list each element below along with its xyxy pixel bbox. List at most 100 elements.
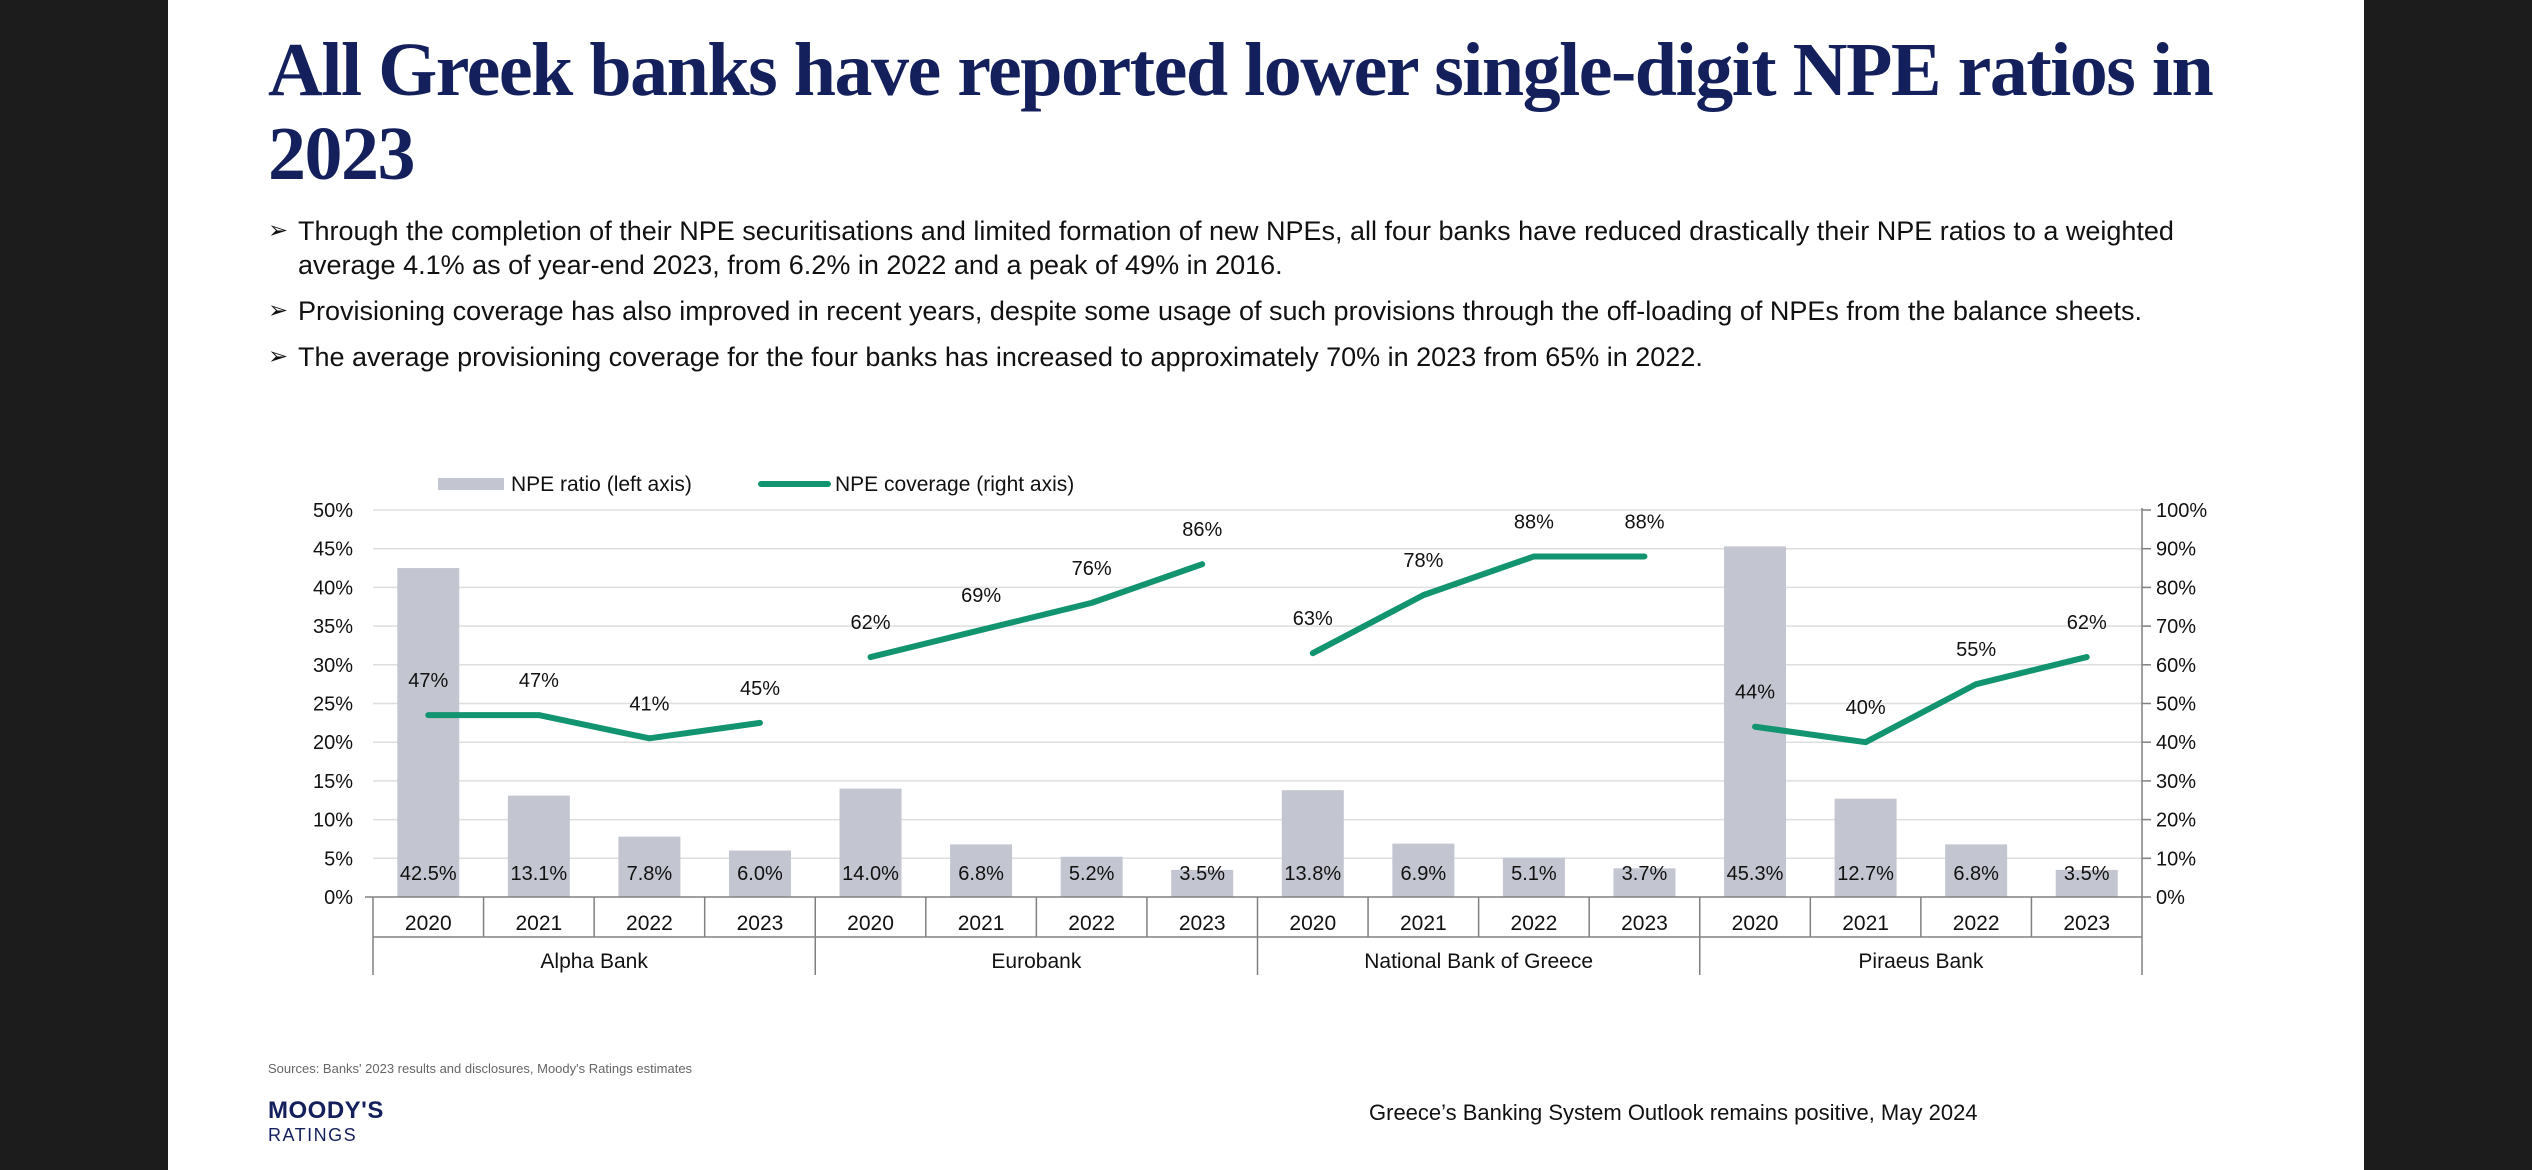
right-axis-tick-label: 90%: [2156, 539, 2196, 561]
npe-coverage-label: 88%: [1624, 511, 1664, 533]
npe-coverage-label: 44%: [1735, 682, 1775, 704]
npe-ratio-bar: [1834, 798, 1897, 897]
npe-ratio-bar: [1502, 857, 1565, 897]
right-axis-tick-label: 40%: [2156, 732, 2196, 754]
bullet-item: ➢ Through the completion of their NPE sec…: [268, 214, 2268, 282]
year-tick-label: 2021: [958, 912, 1005, 935]
year-tick-label: 2020: [405, 912, 452, 935]
left-axis-tick-label: 40%: [313, 577, 353, 599]
npe-ratio-bar: [1945, 844, 2008, 897]
npe-coverage-label: 45%: [740, 678, 780, 700]
footer-title: Greece’s Banking System Outlook remains …: [1369, 1100, 1978, 1125]
npe-coverage-label: 88%: [1514, 511, 1554, 533]
npe-ratio-bar: [618, 836, 681, 897]
npe-ratio-label: 3.5%: [1179, 863, 1225, 885]
npe-coverage-label: 86%: [1182, 519, 1222, 541]
bullet-text: Through the completion of their NPE secu…: [298, 216, 2174, 280]
right-axis-tick-label: 30%: [2156, 771, 2196, 793]
left-axis-tick-label: 20%: [313, 732, 353, 754]
legend-bar-label: NPE ratio (left axis): [511, 473, 692, 496]
npe-coverage-label: 62%: [851, 612, 891, 634]
npe-coverage-label: 69%: [961, 585, 1001, 607]
arrow-bullet-icon: ➢: [268, 343, 289, 370]
bank-group-label: National Bank of Greece: [1364, 950, 1593, 973]
npe-ratio-bar: [1060, 856, 1123, 897]
year-tick-label: 2023: [737, 912, 784, 935]
npe-ratio-label: 3.5%: [2064, 863, 2110, 885]
left-axis-tick-label: 0%: [324, 887, 353, 909]
year-tick-label: 2023: [2063, 912, 2110, 935]
npe-ratio-bar: [1724, 546, 1787, 897]
npe-ratio-label: 42.5%: [400, 863, 457, 885]
bullet-item: ➢ The average provisioning coverage for t…: [268, 340, 2268, 374]
slide: All Greek banks have reported lower sing…: [168, 0, 2364, 1170]
npe-coverage-label: 63%: [1293, 608, 1333, 630]
right-axis-tick-label: 100%: [2156, 500, 2207, 522]
year-tick-label: 2021: [1842, 912, 1889, 935]
bullet-text: Provisioning coverage has also improved …: [298, 296, 2143, 326]
npe-ratio-label: 6.9%: [1401, 863, 1447, 885]
logo-subtitle: RATINGS: [268, 1125, 358, 1145]
npe-coverage-label: 62%: [2067, 612, 2107, 634]
npe-ratio-bar: [950, 844, 1013, 897]
legend-bar-swatch: [438, 478, 504, 490]
arrow-bullet-icon: ➢: [268, 217, 289, 244]
year-tick-label: 2020: [1732, 912, 1779, 935]
left-axis-tick-label: 35%: [313, 616, 353, 638]
npe-ratio-bar: [507, 795, 570, 897]
year-tick-label: 2020: [1289, 912, 1336, 935]
arrow-bullet-icon: ➢: [268, 297, 289, 324]
npe-ratio-label: 3.7%: [1622, 863, 1668, 885]
left-axis-tick-label: 5%: [324, 848, 353, 870]
bullet-item: ➢ Provisioning coverage has also improved…: [268, 294, 2268, 328]
npe-ratio-label: 45.3%: [1727, 863, 1784, 885]
left-axis-tick-label: 30%: [313, 655, 353, 677]
year-tick-label: 2022: [1511, 912, 1558, 935]
year-tick-label: 2020: [847, 912, 894, 935]
npe-ratio-label: 5.1%: [1511, 863, 1557, 885]
npe-ratio-label: 12.7%: [1837, 863, 1894, 885]
npe-ratio-bar: [728, 850, 791, 897]
npe-ratio-label: 7.8%: [627, 863, 673, 885]
bank-group-label: Alpha Bank: [540, 950, 648, 973]
left-axis-tick-label: 50%: [313, 500, 353, 522]
bank-group-label: Eurobank: [991, 950, 1081, 973]
npe-ratio-bar: [1281, 790, 1344, 897]
npe-coverage-label: 78%: [1403, 550, 1443, 572]
page-title: All Greek banks have reported lower sing…: [268, 28, 2214, 196]
bank-group-label: Piraeus Bank: [1858, 950, 1983, 973]
year-tick-label: 2022: [1068, 912, 1115, 935]
legend-line-label: NPE coverage (right axis): [835, 473, 1074, 496]
npe-coverage-line: [1752, 654, 2090, 746]
npe-coverage-label: 41%: [629, 693, 669, 715]
year-tick-label: 2021: [1400, 912, 1447, 935]
bullet-text: The average provisioning coverage for th…: [298, 342, 1703, 372]
npe-ratio-label: 6.8%: [1953, 863, 1999, 885]
right-axis-tick-label: 20%: [2156, 810, 2196, 832]
right-axis-tick-label: 80%: [2156, 577, 2196, 599]
right-axis-tick-label: 70%: [2156, 616, 2196, 638]
bullet-list: ➢ Through the completion of their NPE sec…: [268, 214, 2268, 386]
npe-coverage-label: 47%: [519, 670, 559, 692]
left-axis-tick-label: 10%: [313, 810, 353, 832]
npe-ratio-bar: [1613, 868, 1676, 897]
npe-coverage-label: 76%: [1072, 558, 1112, 580]
year-tick-label: 2021: [515, 912, 562, 935]
left-axis-tick-label: 15%: [313, 771, 353, 793]
npe-coverage-line: [1309, 553, 1648, 657]
source-note: Sources: Banks' 2023 results and disclos…: [268, 1061, 693, 1076]
npe-coverage-label: 40%: [1846, 697, 1886, 719]
right-axis-tick-label: 60%: [2156, 655, 2196, 677]
year-tick-label: 2022: [1953, 912, 2000, 935]
year-tick-label: 2022: [626, 912, 673, 935]
left-axis-tick-label: 45%: [313, 539, 353, 561]
logo-wordmark: MOODY'S: [268, 1097, 384, 1124]
npe-coverage-line: [425, 712, 763, 742]
npe-coverage-line: [867, 561, 1206, 661]
npe-ratio-bar: [2055, 869, 2118, 897]
npe-ratio-label: 6.8%: [958, 863, 1004, 885]
npe-coverage-label: 47%: [408, 670, 448, 692]
npe-ratio-bar: [839, 788, 902, 897]
moodys-logo: MOODY'S RATINGS: [268, 1098, 384, 1146]
right-axis-tick-label: 10%: [2156, 848, 2196, 870]
